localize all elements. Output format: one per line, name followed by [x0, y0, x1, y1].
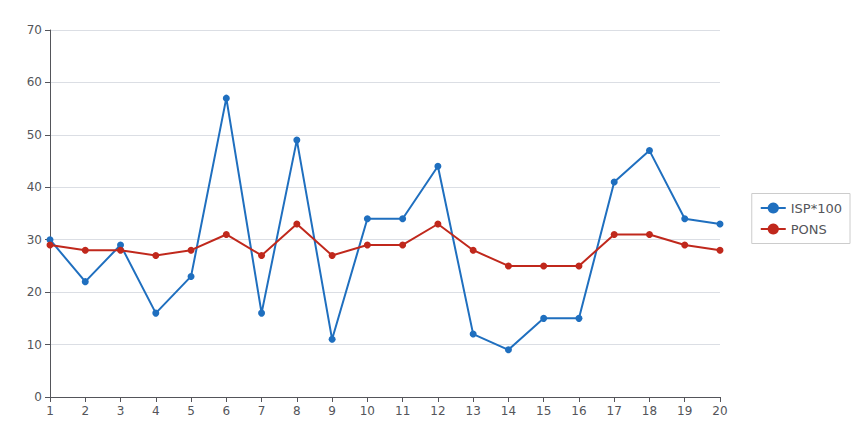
svg-text:ISP*100: ISP*100 — [791, 201, 842, 216]
svg-text:14: 14 — [501, 404, 516, 418]
svg-text:10: 10 — [27, 338, 42, 352]
svg-text:PONS: PONS — [791, 222, 827, 237]
svg-text:20: 20 — [27, 285, 42, 299]
svg-text:8: 8 — [293, 404, 301, 418]
svg-text:15: 15 — [536, 404, 551, 418]
svg-text:50: 50 — [27, 128, 42, 142]
svg-text:5: 5 — [187, 404, 195, 418]
svg-text:16: 16 — [571, 404, 586, 418]
svg-text:6: 6 — [222, 404, 230, 418]
svg-text:1: 1 — [46, 404, 54, 418]
svg-text:3: 3 — [117, 404, 125, 418]
svg-text:13: 13 — [466, 404, 481, 418]
svg-text:0: 0 — [34, 390, 42, 404]
svg-text:70: 70 — [27, 23, 42, 37]
svg-text:10: 10 — [360, 404, 375, 418]
svg-text:12: 12 — [430, 404, 445, 418]
svg-text:19: 19 — [677, 404, 692, 418]
svg-text:7: 7 — [258, 404, 266, 418]
svg-text:30: 30 — [27, 233, 42, 247]
svg-text:18: 18 — [642, 404, 657, 418]
svg-text:20: 20 — [712, 404, 727, 418]
svg-text:17: 17 — [607, 404, 622, 418]
svg-text:2: 2 — [81, 404, 89, 418]
svg-text:9: 9 — [328, 404, 336, 418]
svg-text:40: 40 — [27, 180, 42, 194]
svg-text:4: 4 — [152, 404, 160, 418]
svg-text:60: 60 — [27, 75, 42, 89]
svg-text:11: 11 — [395, 404, 410, 418]
